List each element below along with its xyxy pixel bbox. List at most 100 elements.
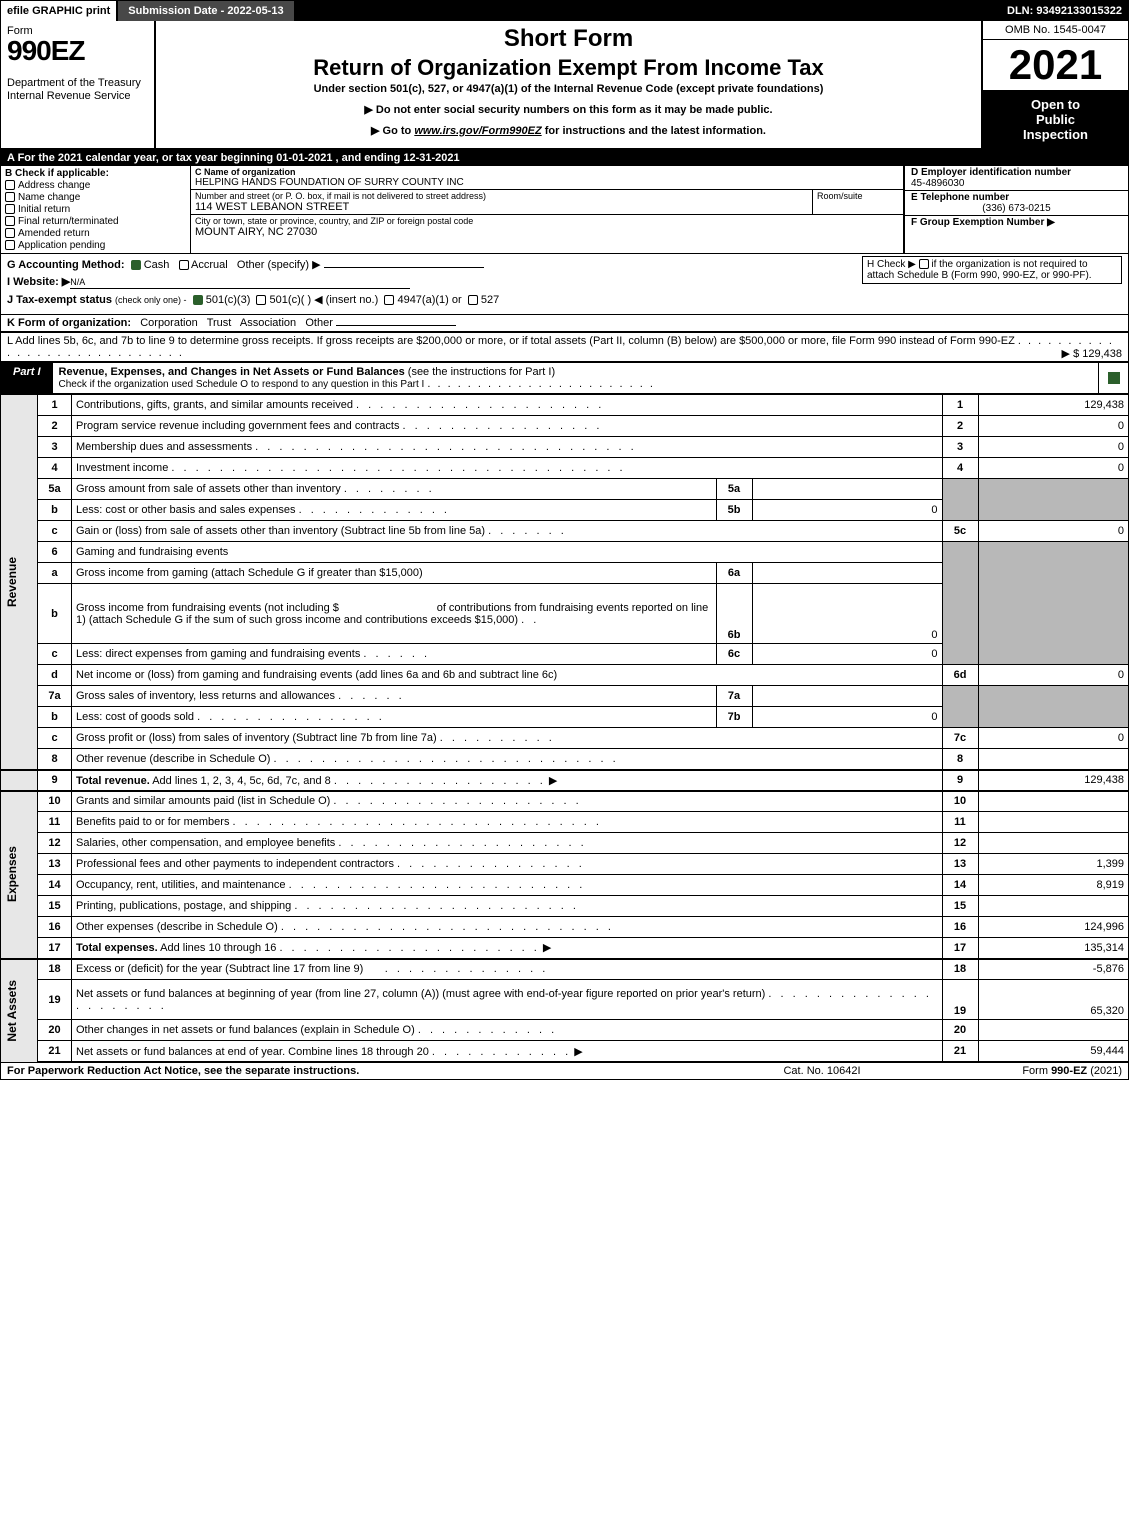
line-value: 0 — [978, 665, 1128, 686]
chk-label: Application pending — [18, 240, 105, 251]
line-num: 2 — [38, 416, 72, 437]
chk-amended-return[interactable]: Amended return — [5, 228, 186, 239]
table-row: 9 Total revenue. Total revenue. Add line… — [1, 770, 1128, 791]
line-desc: Less: cost of goods sold . . . . . . . .… — [72, 707, 717, 728]
part-i-table: Revenue 1 Contributions, gifts, grants, … — [1, 394, 1128, 1062]
checkbox-icon — [5, 204, 15, 214]
form-ref-pre: Form — [1022, 1065, 1051, 1077]
k-a: Corporation — [140, 317, 197, 329]
k-b: Trust — [207, 317, 232, 329]
table-row: b Less: cost of goods sold . . . . . . .… — [1, 707, 1128, 728]
line-id: 18 — [942, 959, 978, 980]
chk-501c3[interactable] — [193, 295, 203, 305]
table-row: Net Assets 18 Excess or (deficit) for th… — [1, 959, 1128, 980]
chk-527[interactable] — [468, 295, 478, 305]
grey-cell — [978, 686, 1128, 707]
other-org-input[interactable] — [336, 325, 456, 326]
revenue-label: Revenue — [5, 557, 19, 607]
i-label: I Website: ▶ — [7, 276, 70, 288]
chk-accrual[interactable] — [179, 260, 189, 270]
sub-id: 6a — [716, 563, 752, 584]
chk-address-change[interactable]: Address change — [5, 180, 186, 191]
chk-4947[interactable] — [384, 295, 394, 305]
city-value: MOUNT AIRY, NC 27030 — [195, 226, 899, 238]
line-desc: Gaming and fundraising events — [72, 542, 943, 563]
chk-501c[interactable] — [256, 295, 266, 305]
row-j: J Tax-exempt status (check only one) - 5… — [7, 293, 1122, 306]
table-row: c Less: direct expenses from gaming and … — [1, 644, 1128, 665]
efile-print-link[interactable]: efile GRAPHIC print — [1, 1, 118, 21]
addr-label: Number and street (or P. O. box, if mail… — [195, 191, 808, 201]
chk-initial-return[interactable]: Initial return — [5, 204, 186, 215]
line-desc: Total revenue. Total revenue. Add lines … — [72, 770, 943, 791]
line-id: 9 — [942, 770, 978, 791]
chk-name-change[interactable]: Name change — [5, 192, 186, 203]
line-num: 21 — [38, 1041, 72, 1062]
note2-pre: ▶ Go to — [371, 125, 414, 137]
sub-value — [752, 686, 942, 707]
grey-cell — [942, 686, 978, 707]
phone-value: (336) 673-0215 — [911, 203, 1122, 214]
line-value: 0 — [978, 521, 1128, 542]
chk-application-pending[interactable]: Application pending — [5, 240, 186, 251]
table-row: 17 Total expenses. Add lines 10 through … — [1, 938, 1128, 959]
expenses-label: Expenses — [5, 846, 19, 902]
chk-label: Amended return — [18, 228, 90, 239]
line-num: 12 — [38, 833, 72, 854]
line-desc: Occupancy, rent, utilities, and maintena… — [72, 875, 943, 896]
table-row: 20 Other changes in net assets or fund b… — [1, 1020, 1128, 1041]
table-row: d Net income or (loss) from gaming and f… — [1, 665, 1128, 686]
g-label: G Accounting Method: — [7, 259, 125, 271]
line-num: 10 — [38, 791, 72, 812]
table-row: 12 Salaries, other compensation, and emp… — [1, 833, 1128, 854]
website-value: N/A — [70, 277, 85, 287]
grey-cell — [978, 542, 1128, 563]
line-value: 8,919 — [978, 875, 1128, 896]
line-value — [978, 791, 1128, 812]
line-value: 129,438 — [978, 770, 1128, 791]
table-row: 13 Professional fees and other payments … — [1, 854, 1128, 875]
line-id: 1 — [942, 395, 978, 416]
checkbox-icon — [5, 240, 15, 250]
line-desc: Program service revenue including govern… — [72, 416, 943, 437]
part-i-dots: . . . . . . . . . . . . . . . . . . . . … — [427, 378, 655, 390]
table-row: 3 Membership dues and assessments . . . … — [1, 437, 1128, 458]
grey-cell — [978, 644, 1128, 665]
dln-number: DLN: 93492133015322 — [1001, 1, 1128, 21]
chk-final-return[interactable]: Final return/terminated — [5, 216, 186, 227]
line-id: 10 — [942, 791, 978, 812]
checkbox-icon — [5, 216, 15, 226]
sub-value: 0 — [752, 644, 942, 665]
column-c-org-info: C Name of organization HELPING HANDS FOU… — [191, 166, 903, 253]
line-num: d — [38, 665, 72, 686]
irs-link[interactable]: www.irs.gov/Form990EZ — [414, 125, 541, 137]
grey-cell — [942, 479, 978, 500]
part-i-tab: Part I — [1, 363, 53, 393]
form-ref-num: 990-EZ — [1051, 1065, 1087, 1077]
ein-value: 45-4896030 — [911, 178, 1122, 189]
cat-no: Cat. No. 10642I — [722, 1065, 922, 1077]
chk-cash[interactable] — [131, 260, 141, 270]
grey-cell — [978, 707, 1128, 728]
sub-id: 5b — [716, 500, 752, 521]
sub-value: 0 — [752, 584, 942, 644]
line-desc: Gross sales of inventory, less returns a… — [72, 686, 717, 707]
grey-cell — [942, 500, 978, 521]
line-desc: Grants and similar amounts paid (list in… — [72, 791, 943, 812]
table-row: 11 Benefits paid to or for members . . .… — [1, 812, 1128, 833]
j-label: J Tax-exempt status — [7, 294, 112, 306]
grey-cell — [978, 500, 1128, 521]
other-specify-input[interactable] — [324, 267, 484, 268]
l-text: L Add lines 5b, 6c, and 7b to line 9 to … — [7, 335, 1015, 347]
sub-value — [752, 563, 942, 584]
ein-row: D Employer identification number 45-4896… — [905, 166, 1128, 190]
part-i-checkbox[interactable] — [1098, 363, 1128, 393]
sidebar-blank — [1, 770, 38, 791]
instructions-link-row: ▶ Go to www.irs.gov/Form990EZ for instru… — [166, 124, 971, 137]
chk-h[interactable] — [919, 259, 929, 269]
line-desc: Total expenses. Add lines 10 through 16 … — [72, 938, 943, 959]
line-desc: Contributions, gifts, grants, and simila… — [72, 395, 943, 416]
checkbox-icon — [5, 192, 15, 202]
line-num: 4 — [38, 458, 72, 479]
line-num: 9 — [38, 770, 72, 791]
